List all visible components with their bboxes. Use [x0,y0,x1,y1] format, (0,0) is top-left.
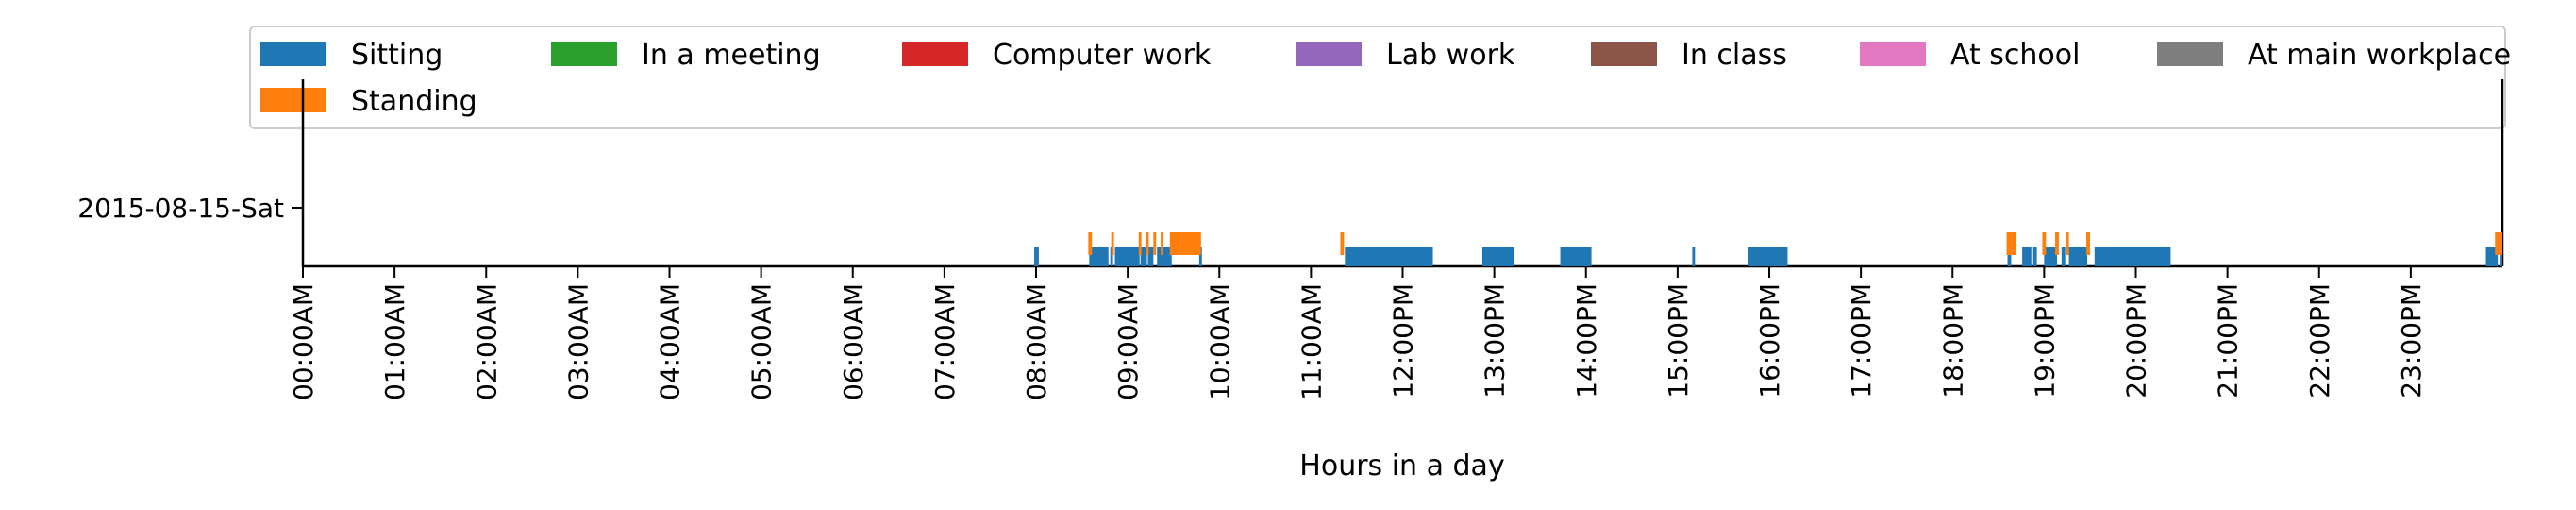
x-tick-label: 15:00PM [1663,283,1694,399]
bar-sitting [1748,247,1788,266]
bar-standing [2086,232,2090,255]
bar-sitting [1692,247,1696,266]
y-tick-label: 2015-08-15-Sat [77,193,284,224]
x-tick-label: 16:00PM [1754,283,1785,399]
bar-sitting [2032,247,2037,266]
legend-label-in-class: In class [1681,39,1787,72]
y-ticks: 2015-08-15-Sat [77,193,303,224]
x-tick-label: 07:00AM [929,283,961,400]
x-tick-label: 08:00AM [1021,283,1052,400]
legend-frame [249,26,2506,129]
x-tick-label: 11:00AM [1296,283,1327,400]
legend-swatch-computer-work [902,42,968,66]
x-tick-label: 05:00AM [746,283,778,400]
bar-standing [2055,232,2059,255]
bar-sitting [2500,247,2502,266]
bar-standing [2066,232,2069,255]
bar-standing [1153,232,1157,255]
bar-sitting [1560,247,1592,266]
x-tick-label: 10:00AM [1204,283,1235,400]
bar-sitting [1140,247,1147,266]
bar-standing [2042,232,2047,255]
x-tick-label: 14:00PM [1571,283,1602,399]
x-tick-label: 13:00PM [1480,283,1511,399]
x-tick-label: 09:00AM [1112,283,1144,400]
legend-label-computer-work: Computer work [993,39,1212,72]
legend-swatch-at-main-workplace [2157,42,2223,66]
x-tick-label: 18:00PM [1937,283,1968,399]
bar-sitting [2094,247,2171,266]
bar-standing [1340,232,1345,255]
bar-standing [2006,232,2016,255]
legend-label-at-school: At school [1950,39,2080,72]
bar-standing [1111,232,1114,255]
x-tick-label: 01:00AM [379,283,410,400]
legend-swatch-lab-work [1296,42,1362,66]
bar-standing [1161,232,1163,255]
legend-label-standing: Standing [351,85,477,118]
bar-sitting [1345,247,1433,266]
bar-sitting [1147,247,1154,266]
legend-label-at-main-workplace: At main workplace [2248,39,2511,72]
legend-label-lab-work: Lab work [1386,39,1515,72]
bar-standing [2495,232,2502,255]
x-tick-label: 02:00AM [471,283,502,400]
bar-sitting [2007,247,2012,266]
x-axis-label: Hours in a day [1299,450,1504,483]
legend-swatch-standing [260,88,326,112]
bar-sitting [1089,247,1109,266]
chart-legend: Sitting In a meeting Computer work Lab work… [249,26,2511,129]
activity-bars [1034,232,2502,266]
x-tick-label: 17:00PM [1846,283,1877,399]
bar-sitting [2061,247,2066,266]
legend-label-sitting: Sitting [351,39,443,72]
x-tick-label: 19:00PM [2029,283,2060,399]
x-tick-label: 03:00AM [562,283,594,400]
x-tick-label: 23:00PM [2396,283,2427,399]
bar-sitting [1034,247,1039,266]
legend-label-in-a-meeting: In a meeting [642,39,821,72]
bar-sitting [2068,247,2088,266]
x-ticks: 00:00AM 01:00AM 02:00AM 03:00AM 04:00AM 05:00… [288,266,2427,400]
legend-swatch-at-school [1860,42,1926,66]
bar-sitting [1157,247,1172,266]
x-tick-label: 04:00AM [655,283,686,400]
legend-swatch-in-class [1591,42,1657,66]
x-tick-label: 06:00AM [838,283,869,400]
x-tick-label: 21:00PM [2213,283,2244,399]
legend-swatch-sitting [260,42,326,66]
bar-sitting [2485,247,2499,266]
bar-standing [1138,232,1142,255]
bar-sitting [1198,247,1202,266]
bar-sitting [2044,247,2057,266]
x-tick-label: 22:00PM [2304,283,2335,399]
bar-sitting [1110,247,1113,266]
legend-swatch-in-a-meeting [551,42,617,66]
x-tick-label: 00:00AM [288,283,319,400]
bar-standing [1169,232,1201,255]
bar-standing [1088,232,1093,255]
bar-sitting [2022,247,2032,266]
bar-sitting [1481,247,1514,266]
x-tick-label: 12:00PM [1388,283,1419,399]
bar-standing [1146,232,1149,255]
bar-sitting [1114,247,1140,266]
x-tick-label: 20:00PM [2121,283,2152,399]
